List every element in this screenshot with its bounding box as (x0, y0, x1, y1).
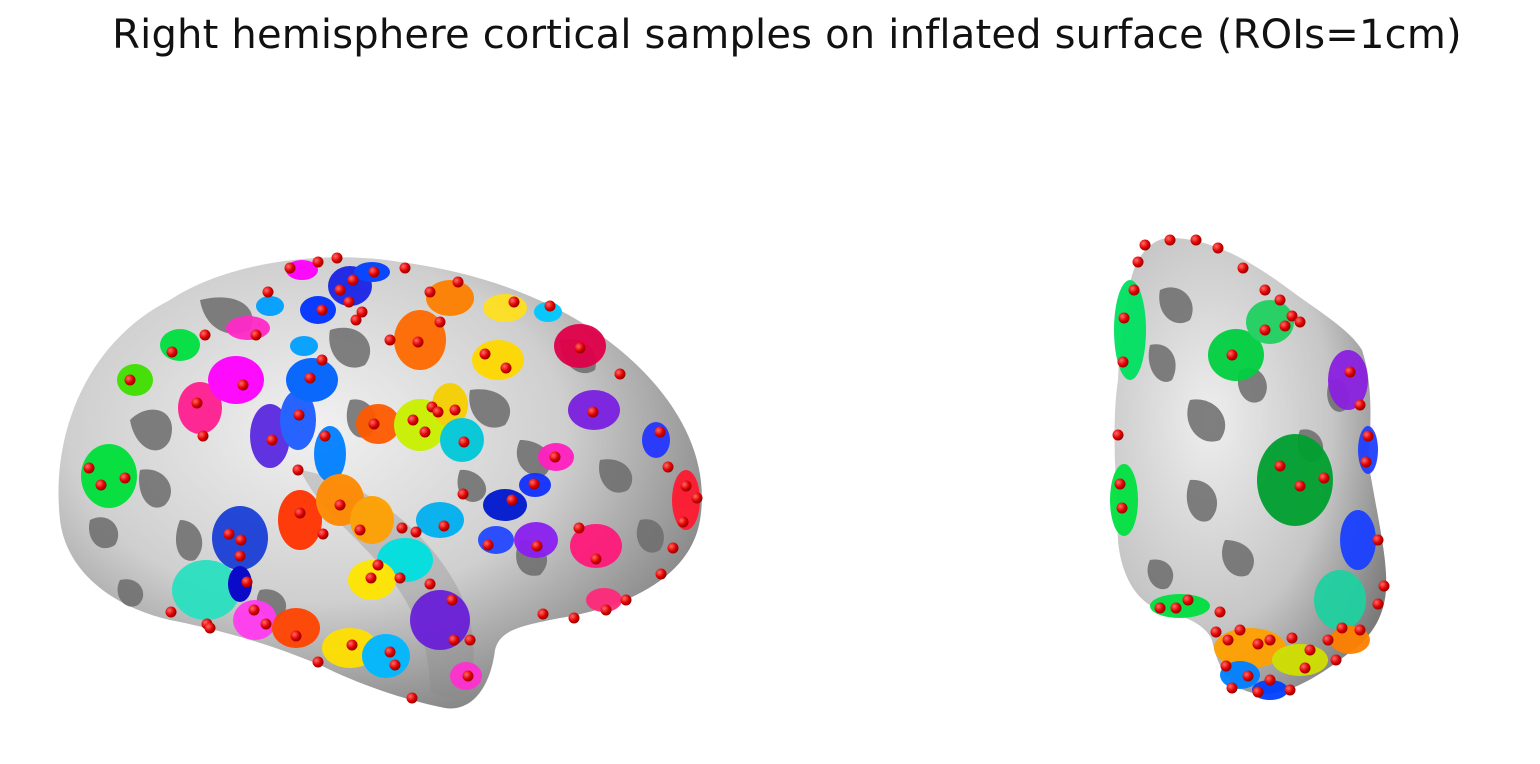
posterior-view (1110, 234, 1390, 700)
figure-title: Right hemisphere cortical samples on inf… (112, 12, 1462, 58)
lateral-view (58, 252, 703, 709)
posterior-surface (1114, 238, 1387, 695)
